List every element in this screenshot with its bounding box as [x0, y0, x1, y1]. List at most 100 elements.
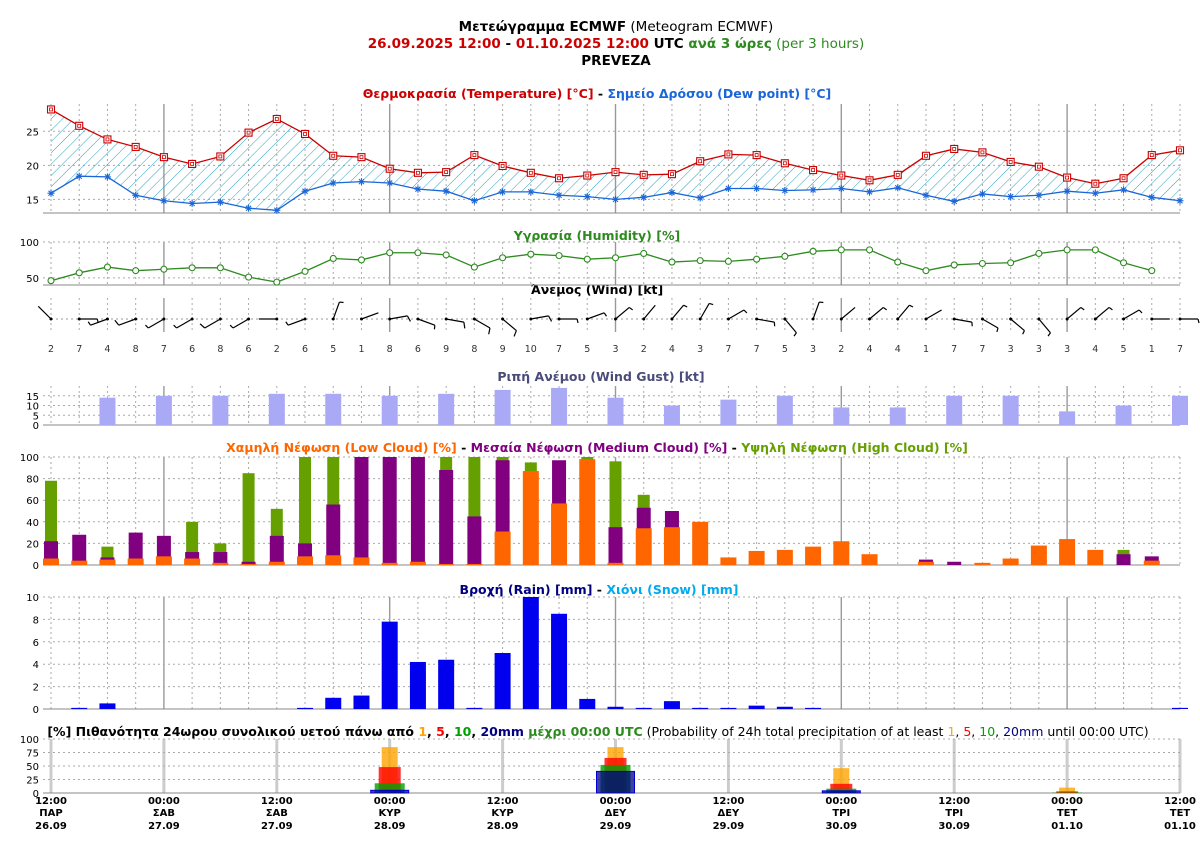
- humidity-point: [753, 255, 761, 263]
- wind-speed-label: 2: [641, 344, 647, 355]
- dewpoint-marker-stroke: [330, 180, 337, 186]
- gust-panel-title: Ριπή Ανέμου (Wind Gust) [kt]: [497, 369, 704, 384]
- wind-barb-flag: [909, 304, 914, 308]
- wind-barb-flag: [793, 332, 797, 337]
- wind-barb: [258, 317, 279, 321]
- wind-barb-staff: [361, 312, 379, 320]
- dewpoint-point: [75, 172, 83, 180]
- dewpoint-point: [837, 184, 845, 192]
- temperature-point: [357, 153, 366, 162]
- humidity-point: [47, 277, 55, 285]
- wind-barb: [642, 304, 656, 321]
- probability-bar-5mm: [830, 783, 853, 793]
- dewpoint-marker-stroke: [217, 199, 224, 205]
- humidity-point: [1091, 246, 1099, 254]
- humidity-point: [245, 273, 253, 281]
- dewpoint-marker-stroke: [189, 200, 196, 207]
- gust-bar: [946, 395, 963, 425]
- dewpoint-point: [668, 189, 676, 197]
- rain-bar: [494, 653, 511, 709]
- y-tick-label: 0: [33, 705, 39, 716]
- low-cloud-bar: [776, 549, 793, 565]
- temperature-point-inner: [416, 170, 420, 175]
- dewpoint-marker-stroke: [640, 194, 647, 201]
- low-cloud-bar: [466, 563, 483, 565]
- wind-barb-staff: [756, 318, 775, 323]
- wind-speed-label: 4: [104, 344, 110, 355]
- dewpoint-point: [1148, 193, 1156, 201]
- dewpoint-marker-stroke: [697, 195, 704, 201]
- wind-speed-label: 5: [1121, 344, 1127, 355]
- wind-barb-flag: [285, 321, 289, 326]
- gust-bar: [607, 397, 624, 425]
- humidity-point: [555, 252, 563, 260]
- y-tick-label: 15: [26, 195, 39, 206]
- low-cloud-bar: [438, 563, 455, 565]
- x-tick-time: 12:00: [35, 796, 67, 807]
- dewpoint-marker-stroke: [499, 188, 506, 195]
- wind-barb-flag: [1047, 332, 1051, 337]
- humidity-point: [922, 267, 930, 275]
- rain-bar: [776, 706, 793, 709]
- probability-bar-20mm: [370, 789, 410, 794]
- x-tick-time: 00:00: [825, 796, 857, 807]
- dewpoint-marker-stroke: [584, 193, 591, 200]
- dewpoint-point: [555, 191, 563, 199]
- dewpoint-point: [132, 191, 140, 199]
- dewpoint-marker-stroke: [1064, 188, 1070, 195]
- wind-barb-staff: [784, 318, 797, 334]
- low-cloud-bar: [184, 558, 201, 565]
- temperature-point-inner: [1036, 164, 1041, 169]
- wind-barb-flag: [173, 324, 177, 329]
- wind-barb-flag: [1108, 306, 1113, 311]
- wind-speed-label: 2: [274, 344, 280, 355]
- temperature-point: [1147, 151, 1156, 160]
- wind-barb-staff: [417, 318, 436, 326]
- rain-bar: [663, 701, 680, 709]
- wind-barb-staff: [502, 318, 517, 332]
- wind-barb: [501, 317, 517, 337]
- temperature-point-inner: [754, 153, 759, 157]
- x-tick-time: 12:00: [261, 796, 293, 807]
- wind-barb-staff: [204, 318, 221, 329]
- gust-bar: [438, 393, 455, 425]
- wind-speed-label: 6: [415, 344, 421, 355]
- dewpoint-marker-stroke: [273, 207, 280, 214]
- wind-barb-flag: [513, 330, 517, 337]
- wind-barb-staff: [232, 318, 249, 329]
- y-tick-label: 80: [26, 475, 39, 486]
- temperature-point-inner: [1178, 148, 1182, 153]
- temperature-point: [950, 144, 959, 154]
- wind-barb: [755, 317, 776, 327]
- rain-bar: [409, 661, 426, 709]
- x-tick-date: 01.10: [1051, 821, 1083, 832]
- wind-barb: [472, 317, 491, 335]
- x-tick-date: 30.09: [825, 821, 857, 832]
- wind-barb-flag: [199, 323, 206, 329]
- gust-bar: [1115, 405, 1132, 425]
- dewpoint-point: [470, 197, 478, 205]
- wind-barb: [416, 317, 436, 330]
- temperature-point-inner: [303, 132, 307, 136]
- low-cloud-bar: [974, 562, 991, 565]
- wind-barb-staff: [474, 318, 491, 329]
- high-cloud-bar: [242, 473, 255, 565]
- dewpoint-marker-stroke: [1120, 186, 1127, 193]
- temperature-point: [639, 170, 648, 179]
- wind-barb-staff: [148, 318, 165, 329]
- dewpoint-marker-stroke: [302, 188, 308, 195]
- high-cloud-bar: [299, 457, 312, 565]
- dewpoint-marker-stroke: [443, 188, 450, 195]
- wind-barb-flag: [1197, 318, 1200, 324]
- dewpoint-marker-stroke: [556, 192, 562, 199]
- gust-bar: [1059, 411, 1076, 425]
- x-tick-time: 12:00: [712, 796, 744, 807]
- x-tick-date: 29.09: [600, 821, 632, 832]
- humidity-point: [1120, 259, 1128, 267]
- wind-barb-flag: [548, 315, 553, 322]
- temperature-point-inner: [359, 155, 364, 160]
- wind-barb: [1178, 317, 1200, 324]
- temperature-point: [809, 166, 818, 175]
- temperature-point-inner: [77, 123, 82, 128]
